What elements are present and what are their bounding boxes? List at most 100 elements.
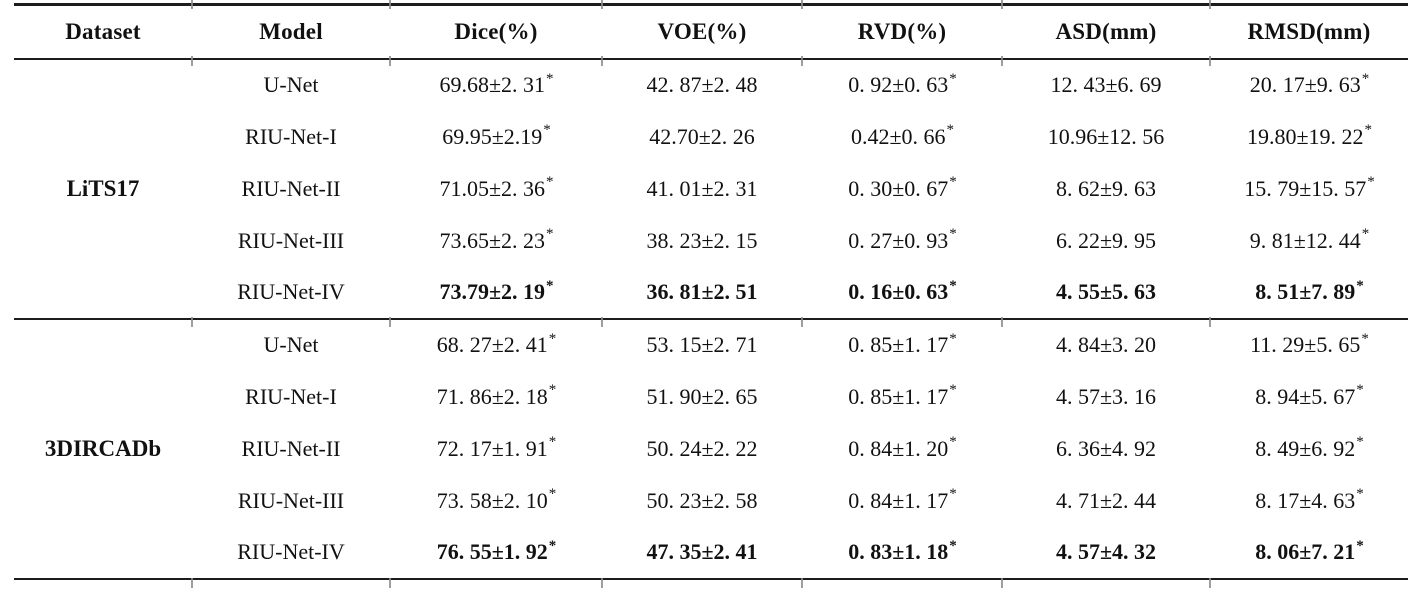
rule-column-tick bbox=[601, 0, 603, 9]
metric-value: 73. 58±2. 10* bbox=[390, 475, 602, 527]
metric-number: 20. 17±9. 63 bbox=[1249, 72, 1361, 97]
metric-number: 8. 51±7. 89 bbox=[1255, 279, 1356, 304]
model-name: RIU-Net-II bbox=[241, 435, 341, 461]
significance-star: * bbox=[946, 122, 955, 139]
metric-value: 15. 79±15. 57* bbox=[1210, 163, 1408, 215]
model-name: RIU-Net-III bbox=[237, 487, 345, 513]
metric-number: 71. 86±2. 18 bbox=[436, 383, 548, 409]
significance-star: * bbox=[1364, 122, 1373, 139]
metric-value: 0. 16±0. 63* bbox=[802, 267, 1002, 319]
header-model: Model bbox=[259, 18, 323, 44]
model-name: U-Net bbox=[263, 72, 319, 97]
model-name: U-Net bbox=[263, 332, 319, 357]
metric-number: 73.79±2. 19 bbox=[439, 279, 546, 304]
metric-value: 53. 15±2. 71 bbox=[602, 319, 802, 371]
metric-number: 10.96±12. 56 bbox=[1047, 123, 1165, 149]
metric-number: 4. 57±3. 16 bbox=[1055, 383, 1157, 409]
significance-star: * bbox=[1356, 537, 1364, 554]
table-row: LiTS17 U-Net 69.68±2. 31* 42. 87±2. 48 0. 92… bbox=[14, 59, 1408, 200]
significance-star: * bbox=[546, 277, 554, 294]
rule-column-tick bbox=[801, 578, 803, 588]
dataset-label: 3DIRCADb bbox=[44, 435, 162, 461]
metric-value: 71. 86±2. 18* bbox=[390, 371, 602, 423]
dataset-group: LiTS17 U-Net 69.68±2. 31* 42. 87±2. 48 0. 92… bbox=[14, 59, 1408, 319]
significance-star: * bbox=[548, 537, 557, 554]
metric-number: 4. 55±5. 63 bbox=[1055, 279, 1157, 304]
rule-column-tick bbox=[191, 0, 193, 9]
significance-star: * bbox=[949, 382, 957, 399]
metric-number: 11. 29±5. 65 bbox=[1250, 332, 1361, 357]
significance-star: * bbox=[548, 434, 557, 451]
metric-number: 6. 22±9. 95 bbox=[1055, 227, 1157, 253]
metric-number: 38. 23±2. 15 bbox=[646, 227, 758, 253]
rule-column-tick bbox=[601, 578, 603, 588]
metric-value: 38. 23±2. 15 bbox=[602, 215, 802, 267]
metric-number: 42. 87±2. 48 bbox=[646, 72, 758, 97]
model-name: RIU-Net-III bbox=[237, 227, 345, 253]
metric-number: 69.68±2. 31 bbox=[439, 72, 546, 97]
metric-value: 8. 51±7. 89* bbox=[1210, 267, 1408, 319]
metric-value: 9. 81±12. 44* bbox=[1210, 215, 1408, 267]
significance-star: * bbox=[548, 330, 557, 347]
rule-column-tick bbox=[1209, 578, 1211, 588]
metric-number: 50. 23±2. 58 bbox=[646, 487, 758, 513]
table-header: Dataset Model Dice(%) VOE(%) RVD(%) ASD(… bbox=[14, 5, 1408, 59]
metric-value: 6. 36±4. 92 bbox=[1002, 423, 1210, 475]
metric-value: 47. 35±2. 41 bbox=[602, 527, 802, 579]
significance-star: * bbox=[543, 122, 551, 139]
metric-value: 6. 22±9. 95 bbox=[1002, 215, 1210, 267]
metric-number: 4. 71±2. 44 bbox=[1055, 487, 1157, 513]
metric-value: 4. 57±4. 32 bbox=[1002, 527, 1210, 579]
rule-column-tick bbox=[1001, 578, 1003, 588]
rule-column-tick bbox=[389, 578, 391, 588]
metric-number: 41. 01±2. 31 bbox=[646, 175, 758, 201]
metric-number: 0. 16±0. 63 bbox=[848, 279, 949, 304]
metric-number: 73.65±2. 23 bbox=[439, 227, 546, 253]
significance-star: * bbox=[1367, 174, 1375, 191]
metric-value: 73.65±2. 23* bbox=[390, 215, 602, 267]
metric-value: 4. 57±3. 16 bbox=[1002, 371, 1210, 423]
metric-number: 50. 24±2. 22 bbox=[646, 435, 758, 461]
metric-value: 12. 43±6. 69 bbox=[1002, 59, 1210, 111]
metric-value: 50. 24±2. 22 bbox=[602, 423, 802, 475]
rule-column-tick bbox=[801, 56, 803, 66]
significance-star: * bbox=[1361, 226, 1370, 243]
metric-number: 73. 58±2. 10 bbox=[436, 487, 548, 513]
table-row: RIU-Net-I 69.95±2.19* 42.70±2. 26 0.42±0. 6… bbox=[14, 111, 1408, 163]
significance-star: * bbox=[546, 174, 554, 191]
significance-star: * bbox=[949, 226, 957, 243]
significance-star: * bbox=[548, 382, 557, 399]
metric-value: 42.70±2. 26 bbox=[602, 111, 802, 163]
table-row: RIU-Net-III 73.65±2. 23* 38. 23±2. 15 0. 27… bbox=[14, 215, 1408, 267]
metric-value: 8. 94±5. 67* bbox=[1210, 371, 1408, 423]
model-name: RIU-Net-I bbox=[245, 123, 337, 149]
significance-star: * bbox=[548, 486, 557, 503]
metric-number: 4. 57±4. 32 bbox=[1055, 539, 1157, 564]
metric-value: 41. 01±2. 31 bbox=[602, 163, 802, 215]
metric-number: 8. 62±9. 63 bbox=[1055, 175, 1157, 201]
rule-column-tick bbox=[1001, 317, 1003, 327]
model-name: RIU-Net-IV bbox=[237, 279, 345, 304]
significance-star: * bbox=[546, 70, 554, 87]
significance-star: * bbox=[1356, 434, 1364, 451]
rule-column-tick bbox=[1001, 0, 1003, 9]
metric-value: 50. 23±2. 58 bbox=[602, 475, 802, 527]
rule-column-tick bbox=[1209, 56, 1211, 66]
table-row: RIU-Net-II 71.05±2. 36* 41. 01±2. 31 0. 30±… bbox=[14, 163, 1408, 215]
significance-star: * bbox=[949, 486, 957, 503]
metric-number: 4. 84±3. 20 bbox=[1055, 332, 1157, 357]
metric-number: 0. 85±1. 17 bbox=[848, 332, 949, 357]
significance-star: * bbox=[1361, 330, 1369, 347]
metric-number: 76. 55±1. 92 bbox=[436, 539, 548, 564]
rule-column-tick bbox=[801, 0, 803, 9]
rule-column-tick bbox=[601, 56, 603, 66]
metric-value: 36. 81±2. 51 bbox=[602, 267, 802, 319]
header-rmsd: RMSD(mm) bbox=[1247, 18, 1371, 44]
metric-number: 72. 17±1. 91 bbox=[436, 435, 548, 461]
table-row: RIU-Net-I 71. 86±2. 18* 51. 90±2. 65 0. 85±… bbox=[14, 371, 1408, 423]
metric-value: 0.42±0. 66* bbox=[802, 111, 1002, 163]
model-name: RIU-Net-II bbox=[241, 175, 341, 201]
significance-star: * bbox=[949, 330, 957, 347]
metric-number: 0. 92±0. 63 bbox=[848, 72, 949, 97]
metric-value: 71.05±2. 36* bbox=[390, 163, 602, 215]
